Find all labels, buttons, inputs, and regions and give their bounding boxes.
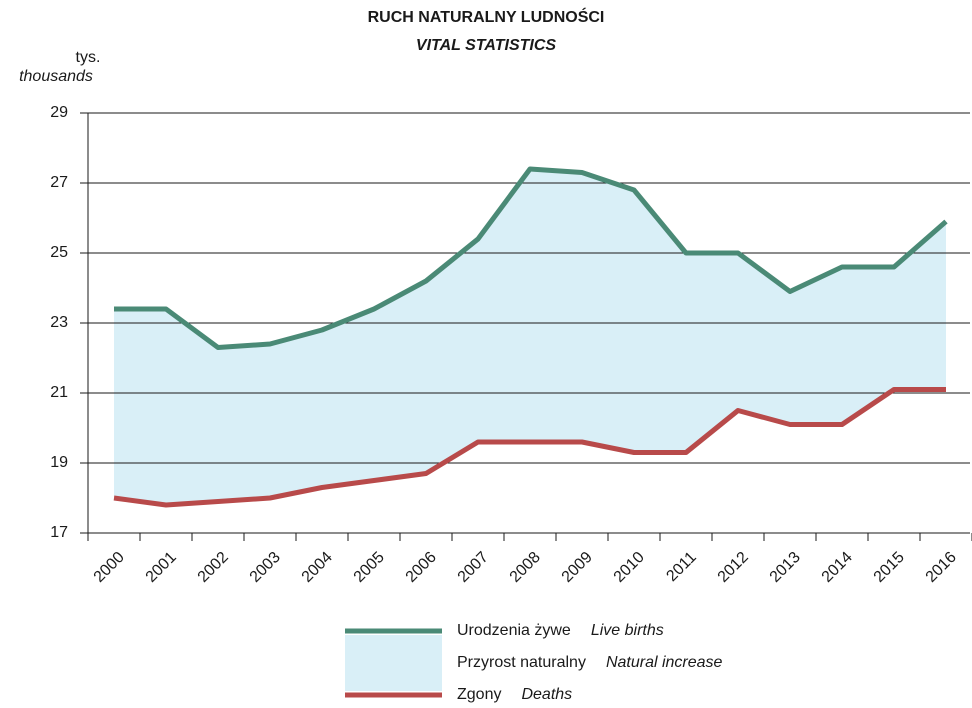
x-tick-label: 2016 bbox=[923, 549, 960, 586]
chart-subtitle: VITAL STATISTICS bbox=[416, 37, 556, 54]
chart-title: RUCH NATURALNY LUDNOŚCI bbox=[368, 7, 605, 26]
y-axis-label-en: thousands bbox=[19, 68, 93, 85]
x-tick-label: 2004 bbox=[299, 549, 336, 586]
x-tick-label: 2011 bbox=[663, 549, 699, 585]
x-tick-label: 2007 bbox=[455, 549, 492, 586]
legend-swatch bbox=[345, 635, 442, 691]
x-tick-label: 2014 bbox=[819, 549, 856, 586]
x-tick-label: 2000 bbox=[91, 549, 128, 586]
natural-increase-area bbox=[114, 169, 946, 505]
x-tick-label: 2010 bbox=[611, 549, 648, 586]
x-tick-label: 2006 bbox=[403, 549, 440, 586]
y-tick-label: 27 bbox=[50, 174, 68, 191]
x-tick-label: 2002 bbox=[195, 549, 232, 586]
x-tick-label: 2008 bbox=[507, 549, 544, 586]
y-tick-label: 21 bbox=[50, 384, 68, 401]
legend-label-en: Deaths bbox=[521, 686, 572, 703]
y-tick-label: 29 bbox=[50, 104, 68, 121]
y-tick-label: 23 bbox=[50, 314, 68, 331]
legend-label: Urodzenia żywe bbox=[457, 622, 571, 639]
x-tick-label: 2015 bbox=[871, 549, 908, 586]
y-tick-label: 17 bbox=[50, 524, 68, 541]
x-tick-label: 2009 bbox=[559, 549, 596, 586]
y-tick-label: 19 bbox=[50, 454, 68, 471]
y-tick-label: 25 bbox=[50, 244, 68, 261]
x-tick-label: 2005 bbox=[351, 549, 388, 586]
series-line bbox=[113, 387, 946, 508]
legend-label: Przyrost naturalny bbox=[457, 654, 586, 671]
x-tick-label: 2012 bbox=[715, 549, 752, 586]
y-axis-label: tys. bbox=[76, 49, 101, 66]
x-tick-label: 2013 bbox=[767, 549, 804, 586]
x-tick-label: 2003 bbox=[247, 549, 284, 586]
legend-label-en: Natural increase bbox=[606, 654, 723, 671]
legend-label: Zgony bbox=[457, 686, 501, 703]
series-line bbox=[114, 166, 948, 350]
legend-label-en: Live births bbox=[591, 622, 664, 639]
x-tick-label: 2001 bbox=[143, 549, 180, 586]
